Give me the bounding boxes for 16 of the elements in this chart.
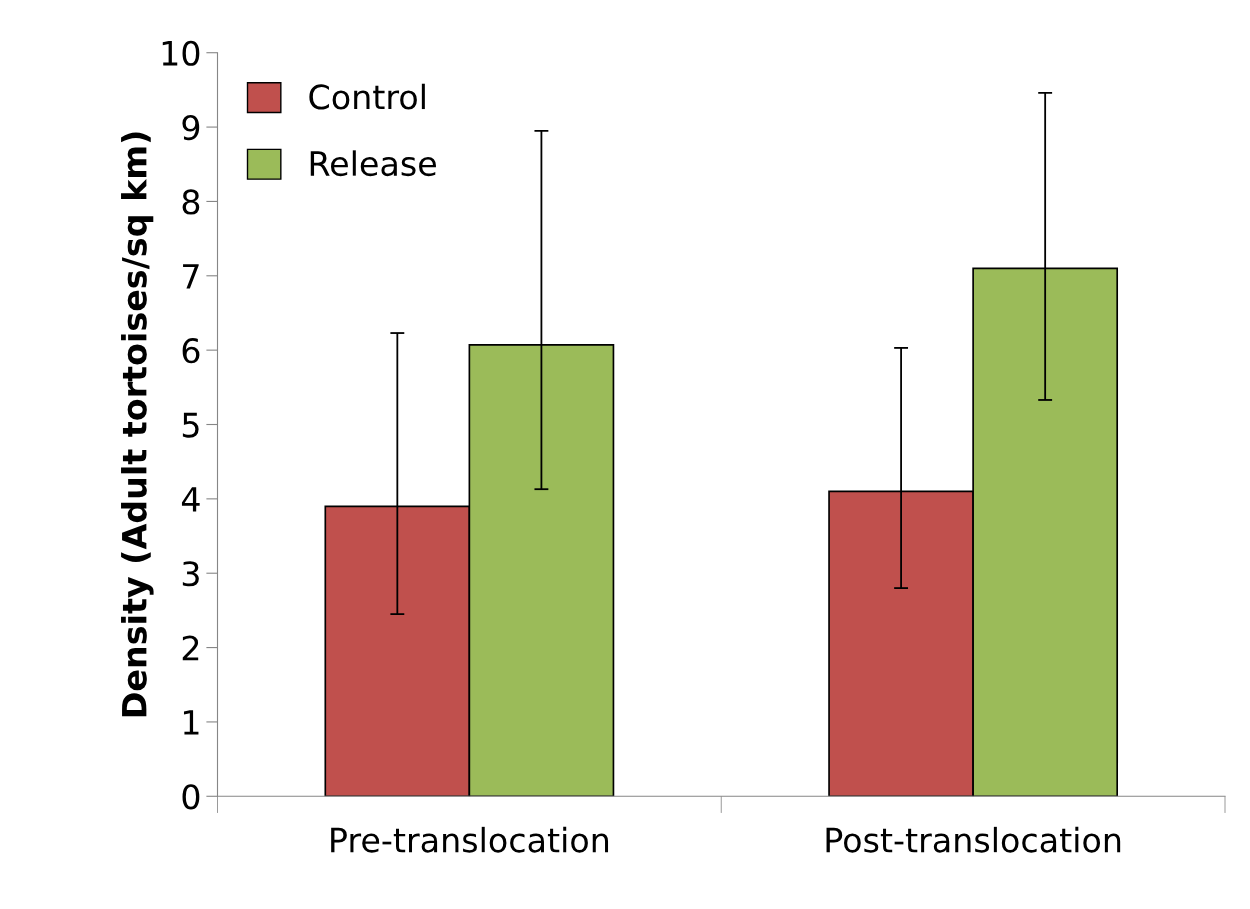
legend-label: Control [309,83,425,110]
y-tick-label: 0 [182,784,200,810]
y-tick-label: 1 [183,710,199,735]
y-tick-label: 10 [162,40,200,66]
y-tick-label: 4 [181,487,200,512]
y-tick-label: 6 [182,338,200,364]
legend-label: Release [310,150,436,177]
y-tick-label: 9 [182,115,200,141]
x-tick-label: Pre-translocation [331,826,609,853]
y-axis-title: Density (Adult tortoises/sq km) [121,132,154,717]
y-tick-label: 3 [182,561,199,587]
y-tick-label: 2 [182,635,199,661]
y-tick-label: 5 [182,412,199,438]
y-tick-label: 8 [182,189,200,215]
x-tick-label: Post-translocation [826,826,1121,853]
y-tick-label: 7 [183,264,199,289]
